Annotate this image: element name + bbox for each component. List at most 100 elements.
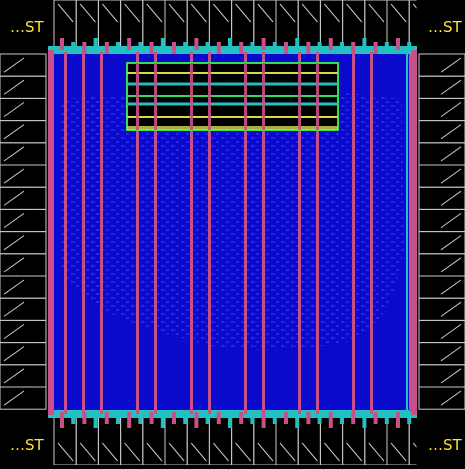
io-pad-bottom-diag[interactable] — [235, 442, 252, 462]
pin-bottom[interactable] — [396, 412, 400, 428]
pin-top[interactable] — [384, 42, 389, 54]
io-pad-right-diag[interactable] — [440, 301, 462, 317]
power-stripe[interactable] — [244, 52, 247, 414]
io-pad-left[interactable] — [0, 364, 47, 388]
io-pad-left[interactable] — [0, 386, 47, 410]
pin-top[interactable] — [284, 42, 288, 54]
io-pad-top-diag[interactable] — [168, 3, 185, 23]
pin-bottom[interactable] — [104, 412, 109, 424]
pin-top[interactable] — [261, 38, 266, 50]
pin-bottom[interactable] — [172, 412, 176, 424]
io-pad-bottom-diag[interactable] — [257, 442, 274, 462]
io-pad-right[interactable] — [418, 231, 465, 255]
pin-top[interactable] — [317, 42, 322, 54]
io-pad-top-diag[interactable] — [257, 3, 274, 23]
ring-right[interactable] — [409, 50, 417, 415]
io-pad-top[interactable] — [53, 0, 77, 49]
io-pad-left-diag[interactable] — [3, 101, 25, 118]
io-pad-bottom[interactable] — [342, 416, 366, 466]
io-pad-right[interactable] — [418, 386, 465, 410]
pin-top[interactable] — [340, 42, 344, 54]
io-pad-left-diag[interactable] — [3, 146, 25, 162]
io-pad-bottom[interactable] — [97, 416, 122, 466]
pin-top[interactable] — [396, 38, 400, 50]
io-pad-left[interactable] — [0, 142, 47, 166]
io-pad-top[interactable] — [97, 0, 122, 49]
io-pad-bottom-diag[interactable] — [124, 442, 141, 462]
pin-bottom[interactable] — [127, 412, 132, 428]
io-pad-left[interactable] — [0, 208, 47, 233]
pin-top[interactable] — [295, 38, 300, 50]
io-pad-left[interactable] — [0, 186, 47, 210]
io-pad-top-diag[interactable] — [124, 3, 141, 23]
pin-top[interactable] — [172, 42, 176, 54]
io-pad-right-diag[interactable] — [440, 57, 462, 73]
pin-bottom[interactable] — [82, 412, 87, 424]
pin-bottom[interactable] — [351, 412, 356, 424]
pin-top[interactable] — [373, 42, 378, 54]
io-pad-right-diag[interactable] — [440, 124, 462, 140]
pin-top[interactable] — [407, 42, 412, 54]
macro-power-stripe[interactable] — [190, 63, 193, 130]
io-pad-top[interactable] — [297, 0, 321, 49]
io-pad-left[interactable] — [0, 319, 47, 344]
pin-bottom[interactable] — [205, 412, 210, 424]
pin-bottom[interactable] — [284, 412, 288, 424]
io-pad-right[interactable] — [418, 120, 465, 144]
pin-top[interactable] — [116, 42, 120, 54]
pin-bottom[interactable] — [216, 412, 221, 424]
pin-bottom[interactable] — [116, 412, 120, 424]
pin-bottom[interactable] — [306, 412, 311, 424]
pin-top[interactable] — [138, 42, 143, 54]
io-pad-bottom[interactable] — [231, 416, 255, 466]
io-pad-bottom-diag[interactable] — [57, 442, 74, 462]
io-pad-left[interactable] — [0, 253, 47, 277]
ring-right-inner[interactable] — [406, 50, 408, 415]
io-pad-right[interactable] — [418, 164, 465, 188]
pin-top[interactable] — [71, 42, 76, 54]
power-stripe[interactable] — [64, 52, 67, 414]
pin-bottom[interactable] — [160, 412, 165, 428]
io-pad-left-diag[interactable] — [3, 323, 25, 340]
io-pad-right-diag[interactable] — [440, 346, 462, 362]
io-pad-top[interactable] — [120, 0, 144, 49]
pin-top[interactable] — [306, 42, 311, 54]
pin-bottom[interactable] — [261, 412, 266, 428]
io-pad-left-diag[interactable] — [3, 346, 25, 362]
io-pad-top-diag[interactable] — [213, 3, 229, 23]
io-pad-left-diag[interactable] — [3, 279, 25, 295]
io-pad-top-diag[interactable] — [390, 3, 407, 23]
io-pad-top-diag[interactable] — [324, 3, 340, 23]
io-pad-top-diag[interactable] — [79, 3, 96, 23]
corner-cell[interactable] — [416, 416, 465, 466]
io-pad-top-diag[interactable] — [368, 3, 385, 23]
pin-bottom[interactable] — [228, 412, 232, 428]
power-stripe[interactable] — [262, 52, 265, 414]
ring-left[interactable] — [48, 50, 54, 415]
io-pad-right-diag[interactable] — [440, 390, 462, 406]
macro-power-stripe[interactable] — [208, 63, 211, 130]
corner-cell[interactable] — [416, 0, 465, 49]
io-pad-top[interactable] — [342, 0, 366, 49]
io-pad-right[interactable] — [418, 319, 465, 344]
pin-bottom[interactable] — [272, 412, 277, 424]
pin-bottom[interactable] — [328, 412, 333, 428]
pin-bottom[interactable] — [194, 412, 199, 428]
io-pad-right[interactable] — [418, 253, 465, 277]
io-pad-right[interactable] — [418, 75, 465, 99]
io-pad-top-diag[interactable] — [57, 3, 74, 23]
io-pad-bottom[interactable] — [120, 416, 144, 466]
pin-bottom[interactable] — [60, 412, 64, 428]
io-pad-bottom-diag[interactable] — [301, 442, 318, 462]
pin-top[interactable] — [228, 38, 232, 50]
pin-top[interactable] — [250, 42, 255, 54]
io-pad-right[interactable] — [418, 53, 465, 77]
io-pad-top[interactable] — [231, 0, 255, 49]
power-stripe[interactable] — [316, 52, 319, 414]
pin-top[interactable] — [351, 42, 356, 54]
macro-power-stripe[interactable] — [316, 63, 319, 130]
io-pad-right[interactable] — [418, 142, 465, 166]
io-pad-top[interactable] — [275, 0, 299, 49]
io-pad-right-diag[interactable] — [440, 257, 462, 273]
